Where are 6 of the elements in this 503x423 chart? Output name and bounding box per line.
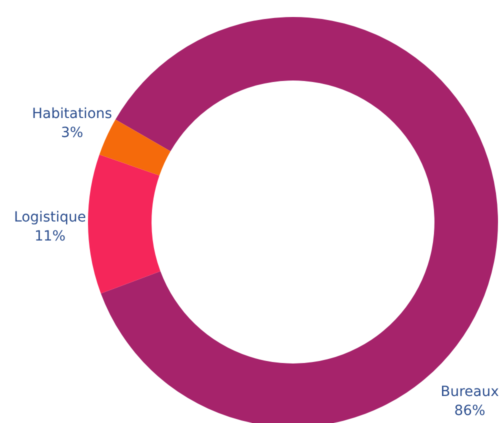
slice-label: Habitations <box>32 106 112 122</box>
data-label: 11% <box>34 228 66 245</box>
slice-label: Bureaux <box>440 384 499 400</box>
data-label: 3% <box>60 124 84 141</box>
slice-label: Logistique <box>14 210 86 226</box>
data-label: 86% <box>454 402 486 419</box>
